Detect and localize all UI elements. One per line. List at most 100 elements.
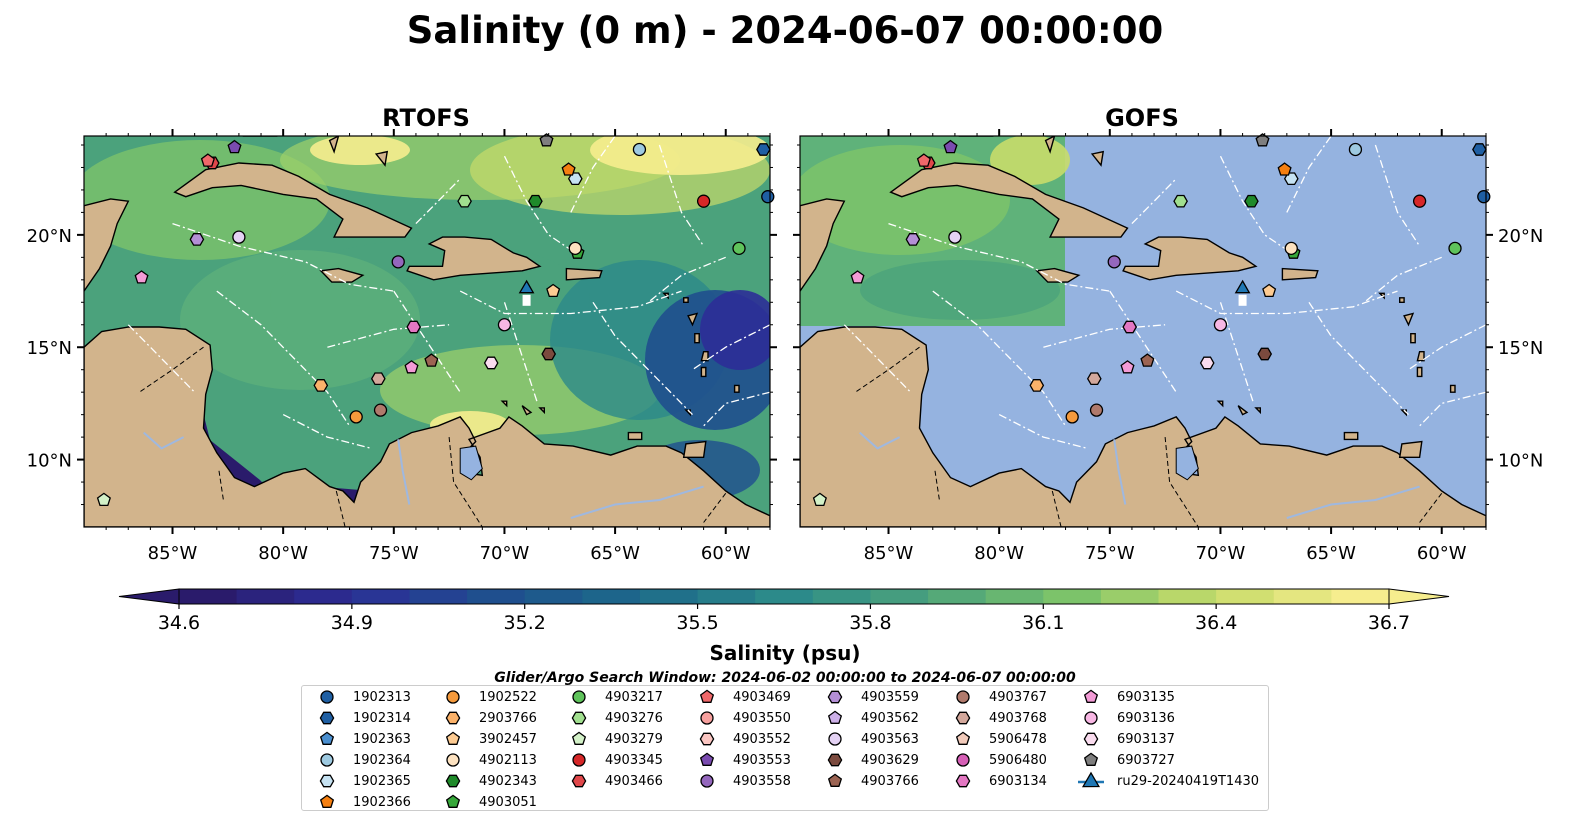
legend-item: 4902343: [438, 771, 537, 791]
legend-marker-icon: [1083, 689, 1099, 703]
observation-marker-6903727: [1255, 133, 1270, 147]
legend-item: 4903279: [564, 729, 663, 749]
legend-marker-icon: [445, 711, 461, 725]
legend-pentagon-icon: [699, 752, 715, 766]
colorbar-bin: [467, 589, 526, 604]
eez-boundary: [658, 144, 705, 247]
legend-pentagon-icon: [1083, 752, 1099, 766]
country-border: [855, 346, 920, 393]
legend-label: 4903559: [861, 689, 919, 705]
eez-boundary: [1219, 302, 1255, 404]
observation-marker-4903553: [227, 139, 242, 154]
land-polygon: [1090, 150, 1105, 167]
legend-item: 4903562: [820, 708, 919, 728]
legend-pentagon-icon: [827, 710, 843, 724]
land-polygon: [700, 351, 709, 362]
legend-label: 3902457: [479, 731, 537, 747]
colorbar-bin: [697, 589, 756, 604]
eez-boundary: [570, 136, 616, 213]
land-polygon: [242, 136, 278, 137]
river-line: [397, 439, 411, 505]
legend-marker-icon: [571, 774, 587, 788]
legend-circle-icon: [700, 774, 714, 788]
lon-tick-label: 70°W: [1196, 543, 1246, 564]
legend-hexagon-icon: [955, 711, 971, 725]
legend-item: 4903051: [438, 792, 537, 812]
legend-item: 1902366: [312, 792, 411, 812]
observation-marker-1902364: [1348, 142, 1363, 157]
legend-marker-icon: [320, 690, 334, 704]
legend-item: 1902363: [312, 729, 411, 749]
colorbar-tick-label: 34.6: [158, 612, 200, 634]
legend-hexagon-icon: [955, 774, 971, 788]
observation-marker-4903276: [1173, 194, 1188, 208]
colorbar-tick-label: 34.9: [331, 612, 373, 634]
gofs-frame: [799, 135, 1487, 528]
legend-circle-icon: [446, 753, 460, 767]
land-polygon: [1416, 351, 1425, 362]
observation-marker-6903136: [1213, 318, 1228, 332]
observation-marker-4903276: [457, 194, 472, 208]
legend-marker-icon: [827, 690, 843, 704]
colorbar-bin: [294, 589, 353, 604]
lat-tick-label: 15°N: [27, 338, 72, 359]
land-polygon: [627, 431, 643, 441]
legend-label: 1902522: [479, 689, 537, 705]
land-polygon: [1122, 236, 1258, 281]
country-border: [1419, 492, 1443, 523]
colorbar-bin: [1273, 589, 1332, 604]
land-polygon: [565, 267, 603, 281]
legend-label: ru29-20240419T1430: [1117, 773, 1260, 789]
land-polygon: [328, 136, 340, 154]
legend-item: 4903766: [820, 771, 919, 791]
legend-hexagon-icon: [445, 711, 461, 725]
rtofs-land: [84, 136, 770, 527]
colorbar-bin: [1100, 589, 1160, 604]
search-window-subtitle: Glider/Argo Search Window: 2024-06-02 00…: [494, 670, 1076, 686]
legend-label: 6903134: [989, 773, 1047, 789]
land-polygon: [1281, 267, 1319, 281]
legend-item: 4903559: [820, 687, 919, 707]
rtofs-frame: [83, 135, 771, 528]
legend-item: 1902314: [312, 708, 411, 728]
river-line: [1113, 439, 1127, 505]
figure-title: Salinity (0 m) - 2024-06-07 00:00:00: [407, 9, 1163, 52]
colorbar-bin: [1158, 589, 1217, 604]
legend-marker-icon: [955, 711, 971, 725]
observation-marker-4903558: [391, 255, 405, 269]
observation-marker-4903553: [943, 139, 958, 154]
land-polygon: [1044, 136, 1056, 154]
legend-label: 4903276: [605, 710, 663, 726]
eez-boundary: [592, 301, 693, 416]
observation-marker-4903766: [1140, 353, 1155, 367]
legend-label: 4903345: [605, 752, 663, 768]
eez-boundary: [692, 324, 770, 371]
legend-item: 3902457: [438, 729, 537, 749]
legend-item: 6903134: [948, 771, 1047, 791]
river-line: [1286, 485, 1420, 519]
legend-label: 6903135: [1117, 689, 1175, 705]
legend-pentagon-icon: [445, 731, 461, 745]
legend-circle-icon: [956, 753, 970, 767]
legend-pentagon-icon: [699, 689, 715, 703]
lon-tick-label: 85°W: [148, 543, 198, 564]
land-polygon: [538, 407, 545, 415]
colorbar-bin: [179, 589, 238, 604]
legend-label: 4902343: [479, 773, 537, 789]
legend-circle-icon: [446, 690, 460, 704]
eez-boundary: [393, 290, 461, 393]
observation-marker-4903279: [96, 492, 111, 507]
observation-marker-4903767: [1089, 403, 1104, 417]
rtofs-map-panel: RTOFS: [84, 104, 770, 527]
eez-boundary: [932, 290, 1067, 427]
land-polygon: [521, 405, 533, 416]
eez-boundary: [415, 178, 461, 225]
legend-item: 4903469: [692, 687, 791, 707]
legend-item: 6903135: [1076, 687, 1175, 707]
country-border: [448, 437, 483, 527]
legend-item: 4903552: [692, 729, 791, 749]
legend-label: 4903279: [605, 731, 663, 747]
colorbar-bin: [524, 589, 583, 604]
legend-marker-icon: [700, 774, 714, 788]
land-polygon: [1449, 384, 1456, 393]
